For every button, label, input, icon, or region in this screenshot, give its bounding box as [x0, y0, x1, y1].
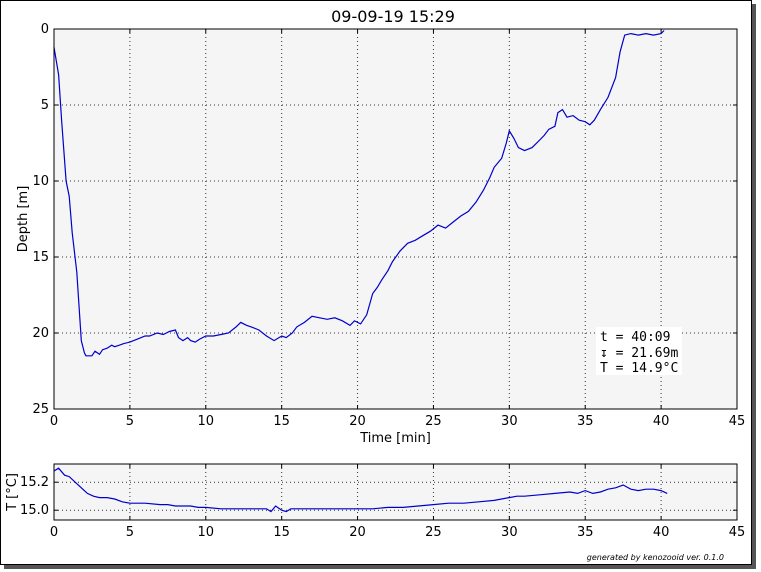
x-tick-label: 30	[501, 414, 518, 429]
x-tick-label: 35	[577, 525, 594, 540]
x-tick-label: 10	[198, 525, 215, 540]
depth-x-axis-label: Time [min]	[359, 431, 431, 446]
y-tick-label: 15.2	[20, 475, 49, 490]
x-tick-label: 35	[577, 414, 594, 429]
x-tick-label: 20	[349, 525, 366, 540]
annotation-background	[596, 327, 682, 375]
generator-footer: generated by kenozooid ver. 0.1.0	[587, 553, 724, 562]
y-tick-label: 25	[32, 402, 49, 417]
x-tick-label: 40	[653, 414, 670, 429]
depth-gridlines	[53, 28, 738, 410]
x-tick-label: 20	[349, 414, 366, 429]
x-tick-label: 40	[653, 525, 670, 540]
y-tick-label: 15	[32, 250, 49, 265]
y-tick-label: 10	[32, 174, 49, 189]
x-tick-label: 5	[126, 414, 134, 429]
temperature-gridlines	[53, 464, 738, 520]
annotation-temperature: T = 14.9°C	[600, 361, 678, 376]
temperature-tick-labels: 0 5 10 15 20 25 30 35 40 45 15.0 15.2	[20, 475, 745, 540]
x-tick-label: 15	[273, 414, 290, 429]
annotation-time: t = 40:09	[600, 330, 670, 345]
x-tick-label: 45	[729, 414, 746, 429]
x-tick-label: 5	[126, 525, 134, 540]
depth-tick-labels: 0 5 10 15 20 25 30 35 40 45 0 5 10 15 20 25	[32, 22, 745, 429]
x-tick-label: 45	[729, 525, 746, 540]
x-tick-label: 0	[50, 525, 58, 540]
y-tick-label: 15.0	[20, 503, 49, 518]
depth-plot-border	[53, 28, 738, 410]
temperature-plot-border	[53, 463, 738, 521]
temperature-plot: 0 5 10 15 20 25 30 35 40 45 15.0 15.2 T [°C]	[5, 463, 745, 540]
y-tick-label: 0	[41, 22, 49, 37]
x-tick-label: 30	[501, 525, 518, 540]
depth-series-line	[53, 30, 665, 357]
x-tick-label: 0	[50, 414, 58, 429]
x-tick-label: 25	[425, 525, 442, 540]
chart-title: 09-09-19 15:29	[331, 7, 455, 26]
y-tick-label: 5	[41, 98, 49, 113]
temperature-plot-background	[54, 464, 737, 520]
x-tick-label: 10	[198, 414, 215, 429]
temperature-y-axis-label: T [°C]	[5, 473, 20, 512]
temperature-series-line	[53, 467, 668, 513]
x-tick-label: 15	[273, 525, 290, 540]
y-tick-label: 20	[32, 326, 49, 341]
annotation-max-depth: ↧ = 21.69m	[600, 346, 678, 361]
x-tick-label: 25	[425, 414, 442, 429]
depth-y-axis-label: Depth [m]	[16, 186, 31, 253]
dive-summary-annotation: t = 40:09 ↧ = 21.69m T = 14.9°C	[596, 327, 682, 376]
